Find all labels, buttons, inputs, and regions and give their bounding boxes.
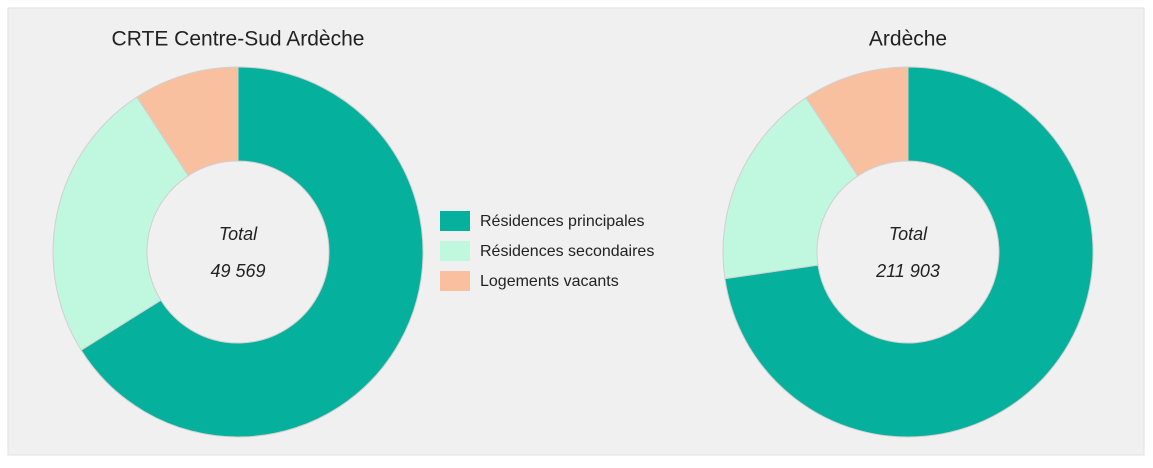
legend-label: Résidences secondaires — [480, 243, 654, 260]
legend-swatch — [440, 271, 470, 291]
legend-label: Résidences principales — [480, 213, 645, 230]
legend-swatch — [440, 241, 470, 261]
donut-segment — [136, 66, 239, 177]
donut-segment — [722, 96, 859, 280]
center-total: 211 903 — [875, 261, 940, 281]
legend-swatch — [440, 211, 470, 231]
donut-segment — [52, 96, 189, 351]
chart-title: CRTE Centre-Sud Ardèche — [112, 28, 365, 51]
center-label: Total — [219, 224, 258, 244]
center-total: 49 569 — [210, 261, 265, 281]
chart-title: Ardèche — [869, 28, 947, 51]
center-label: Total — [889, 224, 928, 244]
donut-segment — [805, 66, 909, 177]
donut-segment — [724, 66, 1094, 438]
donut-segment — [80, 66, 424, 438]
legend-label: Logements vacants — [480, 273, 619, 290]
